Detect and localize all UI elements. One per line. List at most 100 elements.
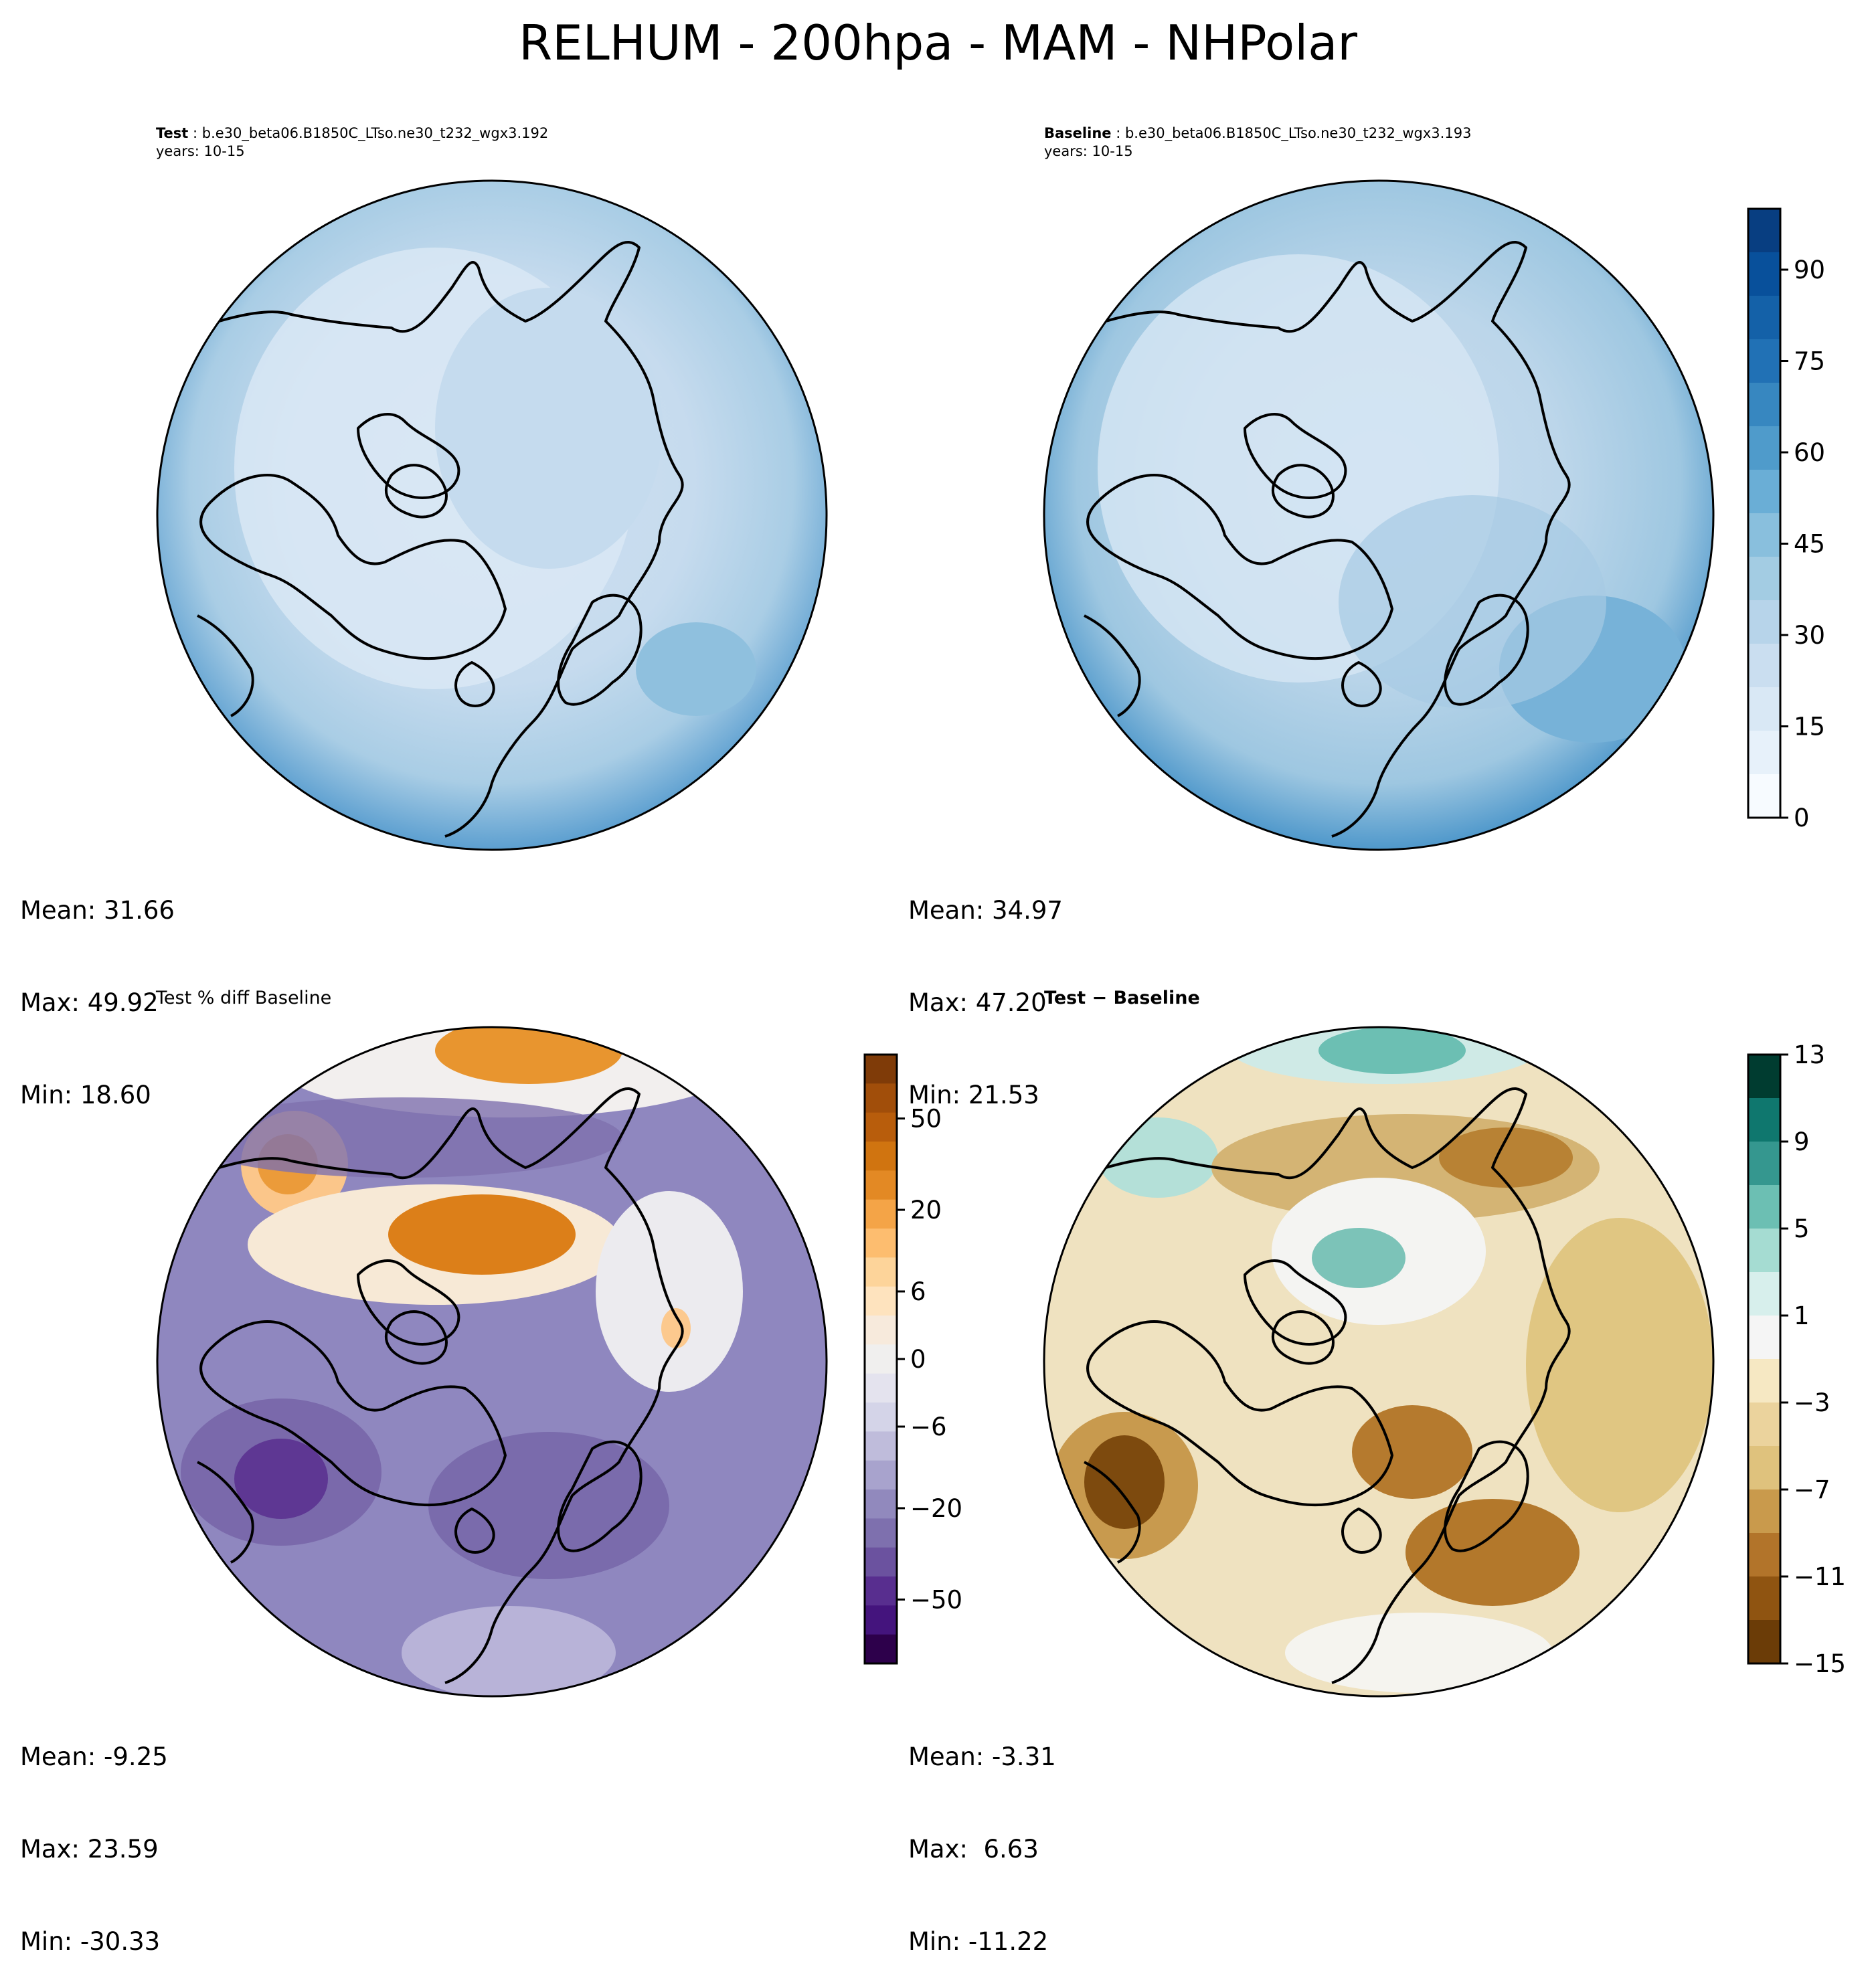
test-max: Max: 49.92 bbox=[20, 988, 159, 1017]
abs-colorbar-segment bbox=[1748, 600, 1780, 644]
diff-colorbar-segment bbox=[1748, 1620, 1780, 1664]
diff-colorbar-segment bbox=[1748, 1229, 1780, 1273]
test-panel-label: Test : b.e30_beta06.B1850C_LTso.ne30_t23… bbox=[156, 124, 548, 161]
diff-colorbar-segment bbox=[1748, 1576, 1780, 1621]
pctdiff-mean: Mean: -9.25 bbox=[20, 1742, 168, 1771]
baseline-label-bold: Baseline bbox=[1044, 125, 1112, 141]
diff-colorbar-segment bbox=[1748, 1185, 1780, 1229]
diff-colorbar-frame bbox=[1747, 1053, 1782, 1665]
pctdiff-max: Max: 23.59 bbox=[20, 1835, 159, 1864]
pctdiff-colorbar-segment bbox=[865, 1083, 897, 1113]
pctdiff-min: Min: -30.33 bbox=[20, 1927, 161, 1956]
baseline-max: Max: 47.20 bbox=[908, 988, 1047, 1017]
figure-title: RELHUM - 200hpa - MAM - NHPolar bbox=[519, 15, 1357, 71]
diff-colorbar-segment bbox=[1748, 1446, 1780, 1490]
pctdiff-colorbar-segment bbox=[865, 1316, 897, 1345]
diff-colorbar-tick-label: −11 bbox=[1794, 1562, 1846, 1591]
pctdiff-map bbox=[156, 1026, 828, 1698]
pctdiff-colorbar-segment bbox=[865, 1170, 897, 1200]
pctdiff-colorbar-segment bbox=[865, 1576, 897, 1606]
pctdiff-colorbar-segment bbox=[865, 1055, 897, 1084]
abs-colorbar-segment bbox=[1748, 383, 1780, 427]
abs-colorbar-segment bbox=[1748, 557, 1780, 601]
diff-colorbar: 13 9 5 1 −3 −7 −11 −15 bbox=[1747, 1041, 1846, 1678]
test-label-bold: Test bbox=[156, 125, 189, 141]
diff-colorbar-segment bbox=[1748, 1142, 1780, 1186]
pctdiff-colorbar-segment bbox=[865, 1518, 897, 1548]
diff-colorbar-segment bbox=[1748, 1359, 1780, 1403]
baseline-panel-label: Baseline : b.e30_beta06.B1850C_LTso.ne30… bbox=[1044, 124, 1471, 161]
diff-colorbar-tick-label: −15 bbox=[1794, 1649, 1846, 1678]
pctdiff-colorbar-segment bbox=[865, 1403, 897, 1432]
abs-colorbar-segment bbox=[1748, 209, 1780, 253]
abs-colorbar-segment bbox=[1748, 426, 1780, 470]
diff-colorbar-tick-label: 5 bbox=[1794, 1214, 1810, 1243]
pctdiff-colorbar-segment bbox=[865, 1199, 897, 1229]
abs-colorbar-tick-label: 60 bbox=[1794, 438, 1825, 467]
abs-colorbar-segment bbox=[1748, 513, 1780, 557]
pctdiff-colorbar-segment bbox=[865, 1431, 897, 1461]
pctdiff-colorbar-tick-label: −6 bbox=[910, 1413, 947, 1441]
abs-colorbar-tick-label: 15 bbox=[1794, 713, 1825, 741]
pctdiff-colorbar-segment bbox=[865, 1460, 897, 1490]
diff-colorbar-segment bbox=[1748, 1489, 1780, 1534]
pctdiff-colorbar-segment bbox=[865, 1547, 897, 1577]
diff-colorbar-segment bbox=[1748, 1055, 1780, 1099]
pctdiff-colorbar-segment bbox=[865, 1344, 897, 1374]
diff-max: Max: 6.63 bbox=[908, 1835, 1039, 1864]
abs-colorbar-tick-label: 90 bbox=[1794, 256, 1825, 284]
abs-colorbar-tick-label: 45 bbox=[1794, 530, 1825, 559]
diff-colorbar-tick-label: 9 bbox=[1794, 1127, 1810, 1156]
pctdiff-colorbar-tick-label: 20 bbox=[910, 1196, 942, 1225]
pctdiff-colorbar: 50 20 6 0 −6 −20 −50 bbox=[863, 1053, 962, 1665]
baseline-map bbox=[1043, 179, 1715, 851]
test-years: years: 10-15 bbox=[156, 143, 245, 159]
abs-colorbar-tick-label: 0 bbox=[1794, 804, 1810, 832]
test-label-case: : b.e30_beta06.B1850C_LTso.ne30_t232_wgx… bbox=[188, 125, 549, 141]
pctdiff-colorbar-segment bbox=[865, 1257, 897, 1287]
pctdiff-colorbar-segment bbox=[865, 1112, 897, 1142]
pctdiff-colorbar-segment bbox=[865, 1634, 897, 1664]
pctdiff-stats: Mean: -9.25 Max: 23.59 Min: -30.33 bbox=[20, 1680, 168, 1988]
abs-colorbar-segment bbox=[1748, 731, 1780, 775]
abs-colorbar-segment bbox=[1748, 687, 1780, 731]
abs-colorbar-segment bbox=[1748, 644, 1780, 688]
baseline-years: years: 10-15 bbox=[1044, 143, 1133, 159]
pctdiff-colorbar-tick-label: 0 bbox=[910, 1345, 926, 1374]
diff-colorbar-segment bbox=[1748, 1098, 1780, 1142]
test-map bbox=[156, 179, 828, 851]
diff-colorbar-segment bbox=[1748, 1533, 1780, 1577]
diff-colorbar-segment bbox=[1748, 1316, 1780, 1360]
pctdiff-colorbar-segment bbox=[865, 1229, 897, 1258]
abs-colorbar-segment bbox=[1748, 252, 1780, 296]
abs-colorbar-segment bbox=[1748, 296, 1780, 340]
pctdiff-colorbar-segment bbox=[865, 1489, 897, 1519]
abs-colorbar-segment bbox=[1748, 774, 1780, 818]
diff-colorbar-segment bbox=[1748, 1403, 1780, 1447]
abs-colorbar-frame bbox=[1747, 207, 1782, 819]
diff-colorbar-segment bbox=[1748, 1272, 1780, 1316]
diff-colorbar-tick-label: 1 bbox=[1794, 1301, 1810, 1330]
abs-colorbar-segment bbox=[1748, 470, 1780, 514]
pctdiff-colorbar-tick-label: −20 bbox=[910, 1494, 962, 1523]
abs-colorbar: 0 15 30 45 60 75 90 bbox=[1747, 207, 1825, 832]
pctdiff-colorbar-tick-label: 6 bbox=[910, 1277, 926, 1306]
pctdiff-colorbar-segment bbox=[865, 1286, 897, 1316]
abs-colorbar-segment bbox=[1748, 339, 1780, 383]
diff-map bbox=[1043, 1026, 1715, 1698]
abs-colorbar-tick-label: 30 bbox=[1794, 621, 1825, 650]
diff-colorbar-tick-label: −7 bbox=[1794, 1475, 1830, 1504]
baseline-mean: Mean: 34.97 bbox=[908, 896, 1063, 925]
diff-stats: Mean: -3.31 Max: 6.63 Min: -11.22 bbox=[908, 1680, 1056, 1988]
test-stats: Mean: 31.66 Max: 49.92 Min: 18.60 bbox=[20, 834, 175, 1142]
pctdiff-colorbar-segment bbox=[865, 1373, 897, 1403]
baseline-label-case: : b.e30_beta06.B1850C_LTso.ne30_t232_wgx… bbox=[1111, 125, 1472, 141]
diff-mean: Mean: -3.31 bbox=[908, 1742, 1056, 1771]
pctdiff-colorbar-tick-label: 50 bbox=[910, 1105, 942, 1134]
pctdiff-panel-label: Test % diff Baseline bbox=[156, 988, 332, 1008]
test-min: Min: 18.60 bbox=[20, 1081, 151, 1109]
pctdiff-colorbar-segment bbox=[865, 1605, 897, 1635]
pctdiff-colorbar-segment bbox=[865, 1142, 897, 1171]
diff-min: Min: -11.22 bbox=[908, 1927, 1049, 1956]
diff-colorbar-tick-label: −3 bbox=[1794, 1388, 1830, 1417]
